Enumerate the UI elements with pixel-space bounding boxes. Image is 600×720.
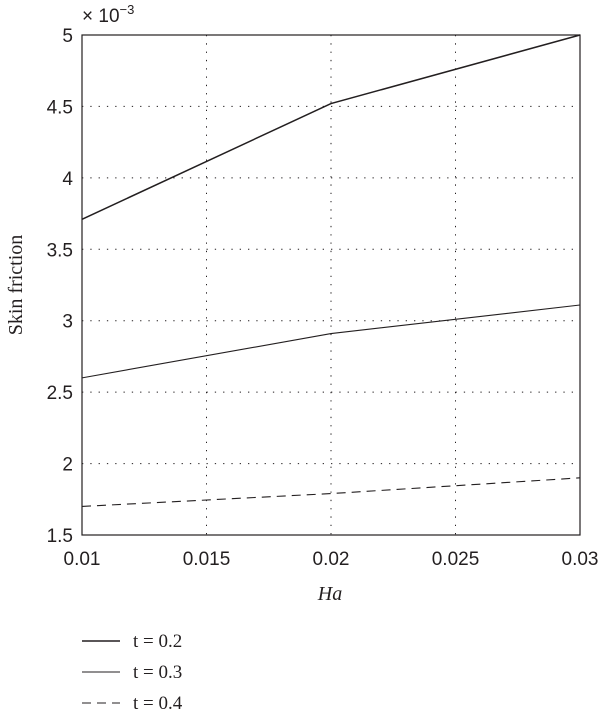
x-tick-label: 0.015 [183, 549, 231, 570]
series-line [81, 304, 581, 379]
y-tick-label: 3.5 [47, 240, 73, 261]
x-tick-label: 0.03 [562, 549, 599, 570]
legend-label: t = 0.2 [133, 631, 182, 652]
x-tick-label: 0.01 [64, 549, 101, 570]
x-axis-title: Ha [317, 583, 342, 605]
y-axis-title: Skin friction [5, 235, 27, 336]
y-scale-multiplier: × 10−3 [82, 2, 134, 27]
y-tick-label: 2.5 [47, 383, 73, 404]
series-line [81, 477, 581, 507]
y-tick-label: 1.5 [47, 526, 73, 547]
y-scale-base: × 10 [82, 6, 120, 27]
legend-label: t = 0.4 [133, 693, 183, 714]
x-tick-label: 0.025 [432, 549, 480, 570]
y-tick-label: 3 [62, 312, 73, 333]
series-line [81, 34, 581, 220]
y-scale-exponent: −3 [120, 2, 135, 17]
y-tick-label: 4 [62, 169, 73, 190]
plot-frame [81, 34, 581, 536]
x-tick-label: 0.02 [313, 549, 350, 570]
y-tick-labels: 1.5 2 2.5 3 3.5 4 4.5 5 [47, 26, 74, 547]
series-layer [81, 34, 581, 507]
grid-lines [82, 35, 580, 535]
y-tick-label: 4.5 [47, 97, 73, 118]
legend: t = 0.2 t = 0.3 t = 0.4 [82, 631, 183, 714]
y-tick-label: 2 [62, 455, 73, 476]
legend-label: t = 0.3 [133, 662, 182, 683]
x-tick-labels: 0.01 0.015 0.02 0.025 0.03 [64, 549, 599, 570]
y-tick-label: 5 [62, 26, 73, 47]
